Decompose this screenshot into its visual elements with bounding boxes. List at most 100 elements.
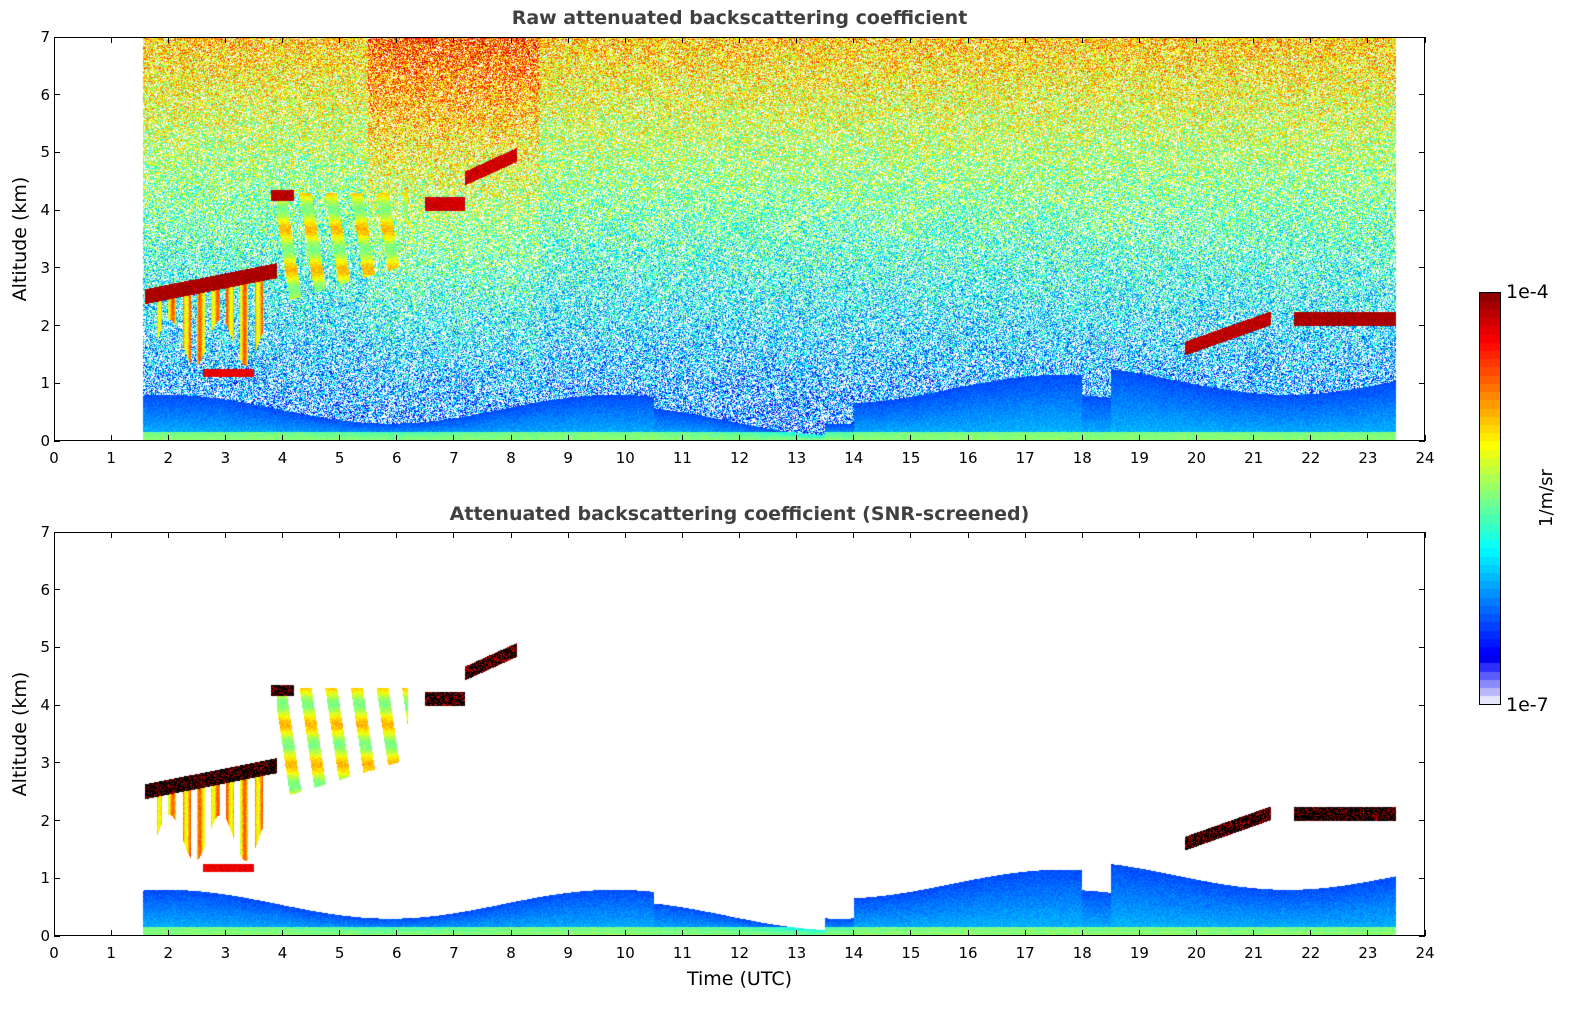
x-tick-mark <box>853 37 855 43</box>
x-tick-label: 18 <box>1072 449 1092 467</box>
x-tick-mark <box>167 37 169 43</box>
y-tick-mark <box>54 209 60 211</box>
x-tick-mark <box>282 435 283 441</box>
x-tick-label: 24 <box>1415 944 1435 962</box>
y-tick-label: 1 <box>40 869 50 888</box>
x-tick-label: 4 <box>277 944 288 962</box>
x-tick-mark <box>681 930 683 936</box>
x-tick-label: 11 <box>672 944 692 962</box>
x-tick-mark <box>681 435 683 441</box>
x-tick-label: 10 <box>615 944 635 962</box>
x-tick-mark <box>739 37 740 43</box>
x-tick-mark <box>796 37 798 43</box>
y-tick-mark <box>1419 209 1425 211</box>
x-tick-mark <box>510 37 512 43</box>
y-tick-mark <box>1419 94 1425 96</box>
x-tick-label: 13 <box>787 944 807 962</box>
x-tick-mark <box>567 435 569 441</box>
x-tick-label: 12 <box>729 449 750 467</box>
y-tick-mark <box>1419 877 1425 879</box>
y-tick-mark <box>1419 762 1425 764</box>
x-tick-label: 3 <box>220 449 231 467</box>
y-tick-label: 2 <box>40 811 50 830</box>
x-tick-mark <box>796 930 798 936</box>
x-tick-label: 24 <box>1415 449 1435 467</box>
x-tick-mark <box>967 930 969 936</box>
y-tick-label: 4 <box>40 696 50 715</box>
x-tick-mark <box>396 435 398 441</box>
x-tick-mark <box>1253 37 1255 43</box>
x-tick-mark <box>1424 435 1426 441</box>
y-tick-mark <box>1419 589 1425 591</box>
y-tick-mark <box>54 877 60 879</box>
bottom-plot-axes <box>54 532 1425 936</box>
y-tick-label: 1 <box>40 374 50 393</box>
x-tick-mark <box>796 435 798 441</box>
x-tick-mark <box>624 930 626 936</box>
y-tick-mark <box>1419 704 1425 706</box>
x-tick-label: 0 <box>49 449 59 467</box>
x-tick-mark <box>853 532 855 538</box>
y-tick-label: 7 <box>40 523 50 541</box>
top-y-axis-label: Altitude (km) <box>9 176 31 302</box>
x-tick-mark <box>53 532 55 538</box>
x-tick-label: 22 <box>1301 449 1321 467</box>
x-tick-mark <box>453 532 455 538</box>
x-tick-mark <box>224 930 226 936</box>
y-tick-label: 6 <box>40 580 50 599</box>
top-plot-axes <box>54 37 1425 441</box>
x-tick-mark <box>1138 930 1140 936</box>
x-tick-mark <box>510 930 512 936</box>
top-heatmap <box>54 37 1425 441</box>
x-tick-label: 23 <box>1358 944 1378 962</box>
x-tick-label: 17 <box>1015 944 1035 962</box>
x-tick-mark <box>567 37 569 43</box>
x-tick-label: 23 <box>1358 449 1378 467</box>
y-tick-mark <box>54 646 60 648</box>
x-tick-mark <box>1024 532 1026 538</box>
colorbar-min-label: 1e-7 <box>1506 694 1549 716</box>
y-tick-label: 3 <box>40 753 50 772</box>
y-tick-mark <box>54 589 60 591</box>
x-tick-mark <box>1081 930 1083 936</box>
x-tick-label: 15 <box>901 944 921 962</box>
x-tick-mark <box>339 532 341 538</box>
x-tick-mark <box>1367 37 1369 43</box>
x-tick-label: 9 <box>563 449 573 467</box>
x-tick-mark <box>1253 435 1255 441</box>
x-tick-mark <box>567 532 569 538</box>
bottom-y-axis-label: Altitude (km) <box>9 671 31 797</box>
x-tick-mark <box>910 37 912 43</box>
x-tick-label: 21 <box>1244 944 1264 962</box>
x-tick-mark <box>53 435 55 441</box>
y-tick-mark <box>54 151 60 153</box>
y-tick-label: 4 <box>40 201 50 220</box>
x-tick-label: 18 <box>1072 944 1092 962</box>
x-tick-mark <box>910 435 912 441</box>
x-tick-mark <box>1138 37 1140 43</box>
x-tick-mark <box>1081 435 1083 441</box>
x-tick-mark <box>1138 435 1140 441</box>
y-tick-label: 7 <box>40 28 50 46</box>
y-tick-mark <box>54 531 60 533</box>
x-tick-label: 1 <box>106 449 116 467</box>
y-tick-label: 6 <box>40 85 50 104</box>
colorbar <box>1479 292 1501 705</box>
y-tick-mark <box>54 36 60 38</box>
x-tick-mark <box>853 930 855 936</box>
x-tick-label: 19 <box>1129 944 1149 962</box>
x-tick-mark <box>396 532 398 538</box>
x-tick-mark <box>282 532 283 538</box>
x-tick-mark <box>567 930 569 936</box>
x-tick-mark <box>510 435 512 441</box>
x-tick-mark <box>967 532 969 538</box>
x-tick-mark <box>110 37 112 43</box>
x-tick-label: 6 <box>391 449 402 467</box>
x-tick-mark <box>453 930 455 936</box>
x-tick-mark <box>967 37 969 43</box>
x-tick-label: 2 <box>163 944 174 962</box>
x-tick-label: 5 <box>334 449 345 467</box>
x-tick-mark <box>110 532 112 538</box>
x-tick-mark <box>282 930 283 936</box>
x-tick-label: 22 <box>1301 944 1321 962</box>
